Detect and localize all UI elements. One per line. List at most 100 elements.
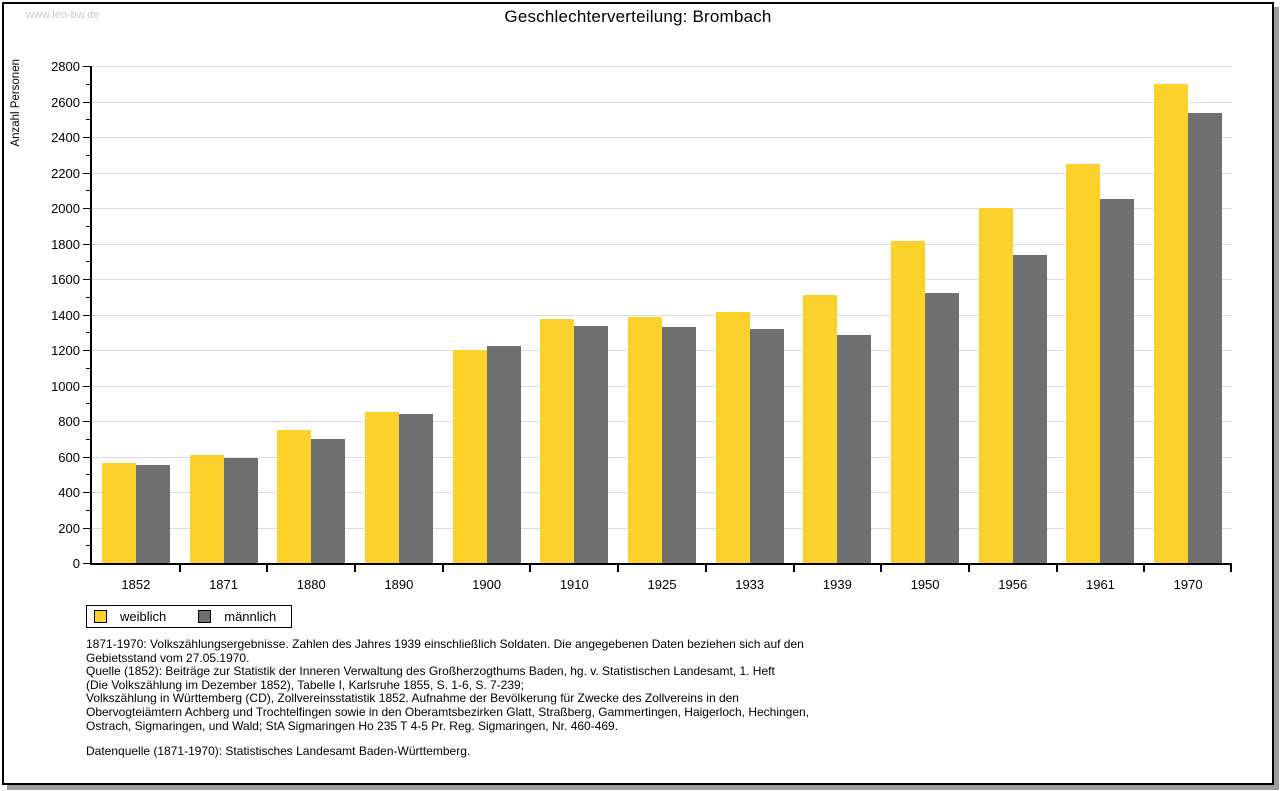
y-axis-tick-label: 200 xyxy=(58,520,80,536)
y-axis-tick xyxy=(83,137,90,138)
y-axis-tick xyxy=(86,438,90,440)
x-axis-tick xyxy=(1055,565,1058,572)
bar-weiblich xyxy=(628,317,662,563)
y-axis-tick xyxy=(86,509,90,511)
y-axis-tick-label: 1200 xyxy=(51,343,80,358)
y-axis-tick xyxy=(83,208,90,209)
bar-maennlich xyxy=(837,334,872,563)
plot-area: 1852 1871 1880 1890 1900 1910 1925 1933 1939 1950… xyxy=(51,59,1232,592)
x-axis-tick xyxy=(354,565,357,572)
bar-weiblich xyxy=(101,462,136,563)
footnote-line: Obervogteiämtern Achberg und Trochtelfin… xyxy=(86,704,810,719)
footnote-line: Ostrach, Sigmaringen, und Wald; StA Sigm… xyxy=(86,718,619,733)
x-axis-tick xyxy=(178,565,181,572)
y-axis-tick-label: 0 xyxy=(72,556,80,571)
x-axis-label: 1871 xyxy=(209,577,238,592)
y-axis-tick xyxy=(83,527,90,529)
x-axis-label: 1950 xyxy=(910,577,940,592)
x-axis-tick xyxy=(704,565,707,572)
y-axis-title: Anzahl Personen xyxy=(10,59,22,147)
y-gridline xyxy=(92,243,1232,245)
x-axis-tick xyxy=(1143,565,1146,572)
chart-title: Geschlechterverteilung: Brombach xyxy=(504,7,772,26)
footnote-lines: 1871-1970: Volkszählungsergebnisse. Zahl… xyxy=(86,637,810,733)
y-axis-tick xyxy=(83,492,90,493)
y-axis-tick-label: 1800 xyxy=(51,236,80,252)
bar-weiblich xyxy=(803,295,838,563)
legend-swatch-weiblich xyxy=(94,610,107,623)
y-axis-tick xyxy=(86,474,90,476)
legend-label-maennlich: männlich xyxy=(224,609,277,624)
y-axis-tick xyxy=(83,456,90,458)
y-axis-tick-label: 1600 xyxy=(51,272,80,287)
y-axis-tick-label: 600 xyxy=(58,449,80,465)
x-axis-label: 1890 xyxy=(384,577,414,592)
x-axis-tick xyxy=(967,565,970,572)
y-axis-tick-label: 2800 xyxy=(51,59,80,74)
bar-weiblich xyxy=(891,240,926,563)
x-axis-label: 1970 xyxy=(1173,577,1203,592)
footnote-line: Gebietsstand vom 27.05.1970. xyxy=(86,650,250,665)
y-axis-tick xyxy=(83,172,90,174)
bar-maennlich xyxy=(662,327,696,563)
bar-maennlich xyxy=(486,346,521,563)
y-axis-tick xyxy=(86,225,90,227)
bar-weiblich xyxy=(277,429,312,563)
bar-maennlich xyxy=(398,414,433,563)
y-gridline xyxy=(92,101,1232,103)
y-gridline xyxy=(92,279,1232,280)
y-axis-tick xyxy=(86,367,90,369)
bar-weiblich xyxy=(364,411,399,563)
x-axis-label: 1925 xyxy=(647,577,677,592)
bar-maennlich xyxy=(749,329,784,563)
bar-weiblich xyxy=(540,318,575,563)
y-axis-tick-label: 2600 xyxy=(51,94,80,110)
y-axis-tick xyxy=(83,350,90,351)
y-axis-tick xyxy=(86,154,90,156)
y-axis-tick-label: 1000 xyxy=(51,378,80,394)
x-axis-label: 1880 xyxy=(296,577,326,592)
y-axis-tick-label: 2200 xyxy=(51,165,80,181)
bar-weiblich xyxy=(452,350,487,563)
x-axis-label: 1900 xyxy=(472,577,502,592)
y-axis-tick-label: 2000 xyxy=(51,201,80,216)
bar-maennlich xyxy=(311,438,346,563)
bar-maennlich xyxy=(574,326,609,563)
y-axis-tick xyxy=(86,296,90,298)
legend-item-maennlich: männlich xyxy=(198,609,276,624)
x-axis-label: 1852 xyxy=(121,577,151,592)
y-gridline xyxy=(92,172,1232,174)
y-axis-tick-label: 1400 xyxy=(51,307,80,323)
x-axis-tick xyxy=(441,565,444,572)
x-axis-label: 1961 xyxy=(1085,577,1115,592)
bar-weiblich xyxy=(1154,84,1189,563)
legend-label-weiblich: weiblich xyxy=(120,609,167,624)
y-axis-tick xyxy=(83,563,90,564)
x-axis-tick xyxy=(792,565,795,572)
x-axis-tick xyxy=(266,565,269,572)
bar-weiblich xyxy=(978,208,1013,563)
y-gridline xyxy=(92,208,1232,209)
bar-maennlich xyxy=(223,458,258,563)
footnote-line: Volkszählung in Württemberg (CD), Zollve… xyxy=(86,691,739,706)
bar-maennlich xyxy=(1188,113,1223,563)
legend-item-weiblich: weiblich xyxy=(94,609,166,624)
x-axis-label: 1956 xyxy=(998,577,1028,592)
x-axis-tick xyxy=(617,565,620,572)
y-axis-tick-label: 2400 xyxy=(51,130,80,145)
bar-maennlich xyxy=(1100,199,1135,563)
bar-maennlich xyxy=(925,293,960,563)
y-axis-tick xyxy=(86,545,90,547)
bar-weiblich xyxy=(189,455,224,563)
y-axis-tick-label: 400 xyxy=(58,485,80,500)
x-axis-tick xyxy=(1230,565,1232,572)
y-axis-tick xyxy=(86,119,90,121)
y-axis-tick xyxy=(83,314,90,316)
x-axis-label: 1939 xyxy=(822,577,852,592)
y-gridline xyxy=(92,314,1232,316)
legend: weiblich männlich xyxy=(86,605,293,628)
footnote-line: (Die Volkszählung im Dezember 1852), Tab… xyxy=(86,677,525,692)
y-axis-tick xyxy=(86,83,90,85)
x-axis-label: 1910 xyxy=(559,577,589,592)
